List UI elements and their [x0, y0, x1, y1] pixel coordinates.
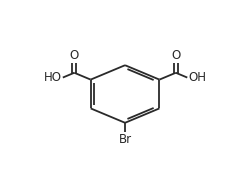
Text: OH: OH: [188, 71, 206, 84]
Text: O: O: [171, 49, 181, 62]
Text: Br: Br: [119, 133, 132, 146]
Text: HO: HO: [44, 71, 62, 84]
Text: O: O: [70, 49, 79, 62]
